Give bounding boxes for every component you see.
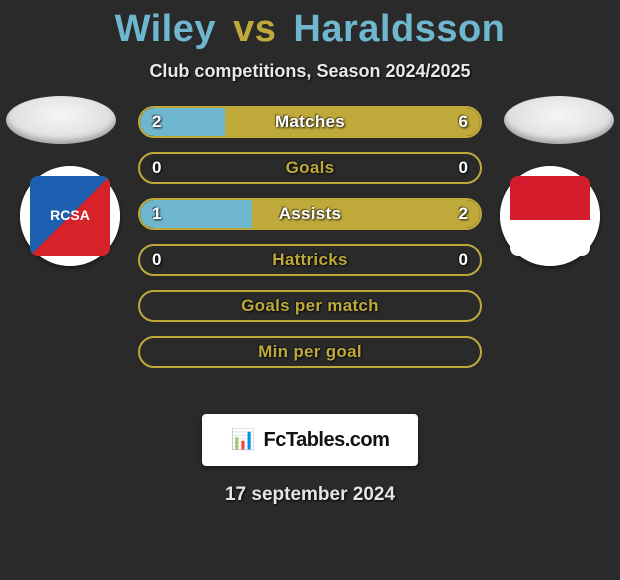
stat-label: Hattricks <box>272 250 347 270</box>
stat-value-left: 2 <box>152 112 161 132</box>
player1-name: Wiley <box>115 8 216 50</box>
source-badge[interactable]: 📊 FcTables.com <box>202 414 418 466</box>
player2-face-placeholder <box>504 96 614 144</box>
stat-value-left: 0 <box>152 158 161 178</box>
stat-value-right: 6 <box>459 112 468 132</box>
stat-value-left: 1 <box>152 204 161 224</box>
stat-row-goals-per-match: Goals per match <box>138 290 482 322</box>
stat-value-right: 0 <box>459 158 468 178</box>
player1-crest-label: RCSA <box>30 176 110 256</box>
snapshot-date: 17 september 2024 <box>0 484 620 506</box>
stat-row-min-per-goal: Min per goal <box>138 336 482 368</box>
stat-label: Assists <box>279 204 342 224</box>
card-subtitle: Club competitions, Season 2024/2025 <box>0 61 620 82</box>
source-brand: FcTables.com <box>264 429 390 452</box>
stat-fill-right <box>225 108 480 136</box>
player1-face-placeholder <box>6 96 116 144</box>
stat-row-assists: Assists 1 2 <box>138 198 482 230</box>
card-title: Wiley vs Haraldsson <box>0 0 620 51</box>
stat-row-goals: Goals 0 0 <box>138 152 482 184</box>
stat-label: Goals per match <box>241 296 379 316</box>
stat-row-matches: Matches 2 6 <box>138 106 482 138</box>
player1-club-crest: RCSA <box>20 166 120 266</box>
stat-value-left: 0 <box>152 250 161 270</box>
comparison-body: RCSA LOSC Matches 2 6 Goals 0 0 Assists 1 2 Hattr… <box>0 106 620 406</box>
player2-crest-label: LOSC <box>510 176 590 256</box>
player2-club-crest: LOSC <box>500 166 600 266</box>
vs-word: vs <box>233 8 276 50</box>
comparison-card: Wiley vs Haraldsson Club competitions, S… <box>0 0 620 580</box>
player2-name: Haraldsson <box>293 8 505 50</box>
stat-label: Matches <box>275 112 345 132</box>
stat-value-right: 2 <box>459 204 468 224</box>
stat-label: Goals <box>286 158 335 178</box>
stat-bars: Matches26Goals00Assists12Hattricks00Goal… <box>138 106 482 382</box>
stat-label: Min per goal <box>258 342 362 362</box>
chart-icon: 📊 <box>231 430 256 450</box>
stat-row-hattricks: Hattricks 0 0 <box>138 244 482 276</box>
stat-value-right: 0 <box>459 250 468 270</box>
